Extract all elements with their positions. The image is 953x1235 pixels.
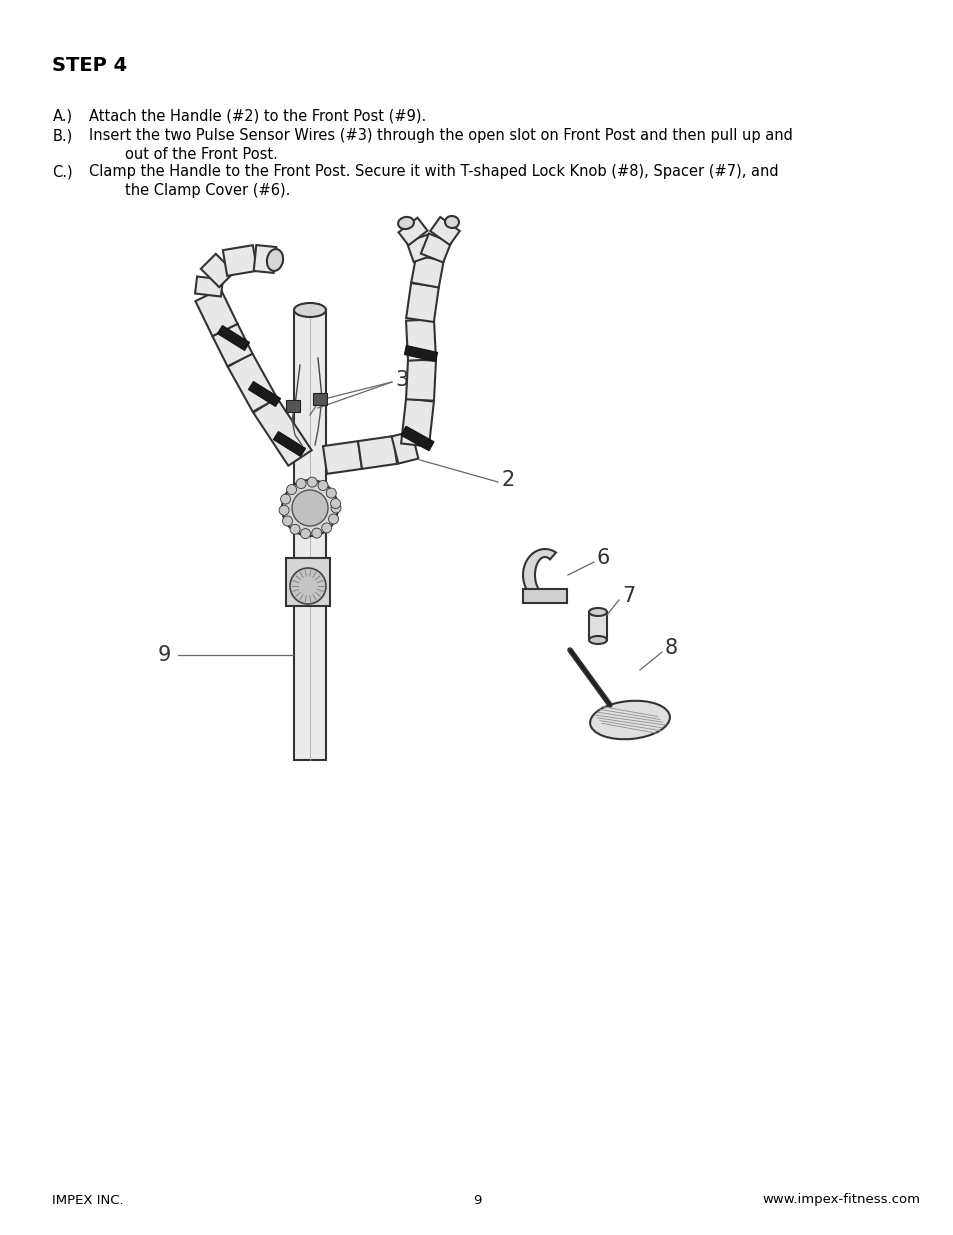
Circle shape <box>292 490 328 526</box>
Bar <box>286 400 299 412</box>
Text: Clamp the Handle to the Front Post. Secure it with T-shaped Lock Knob (#8), Spac: Clamp the Handle to the Front Post. Secu… <box>89 164 778 179</box>
Polygon shape <box>420 233 451 263</box>
Polygon shape <box>228 353 277 411</box>
Polygon shape <box>213 324 253 367</box>
Text: 6: 6 <box>597 548 610 568</box>
Polygon shape <box>400 399 434 447</box>
Text: the Clamp Cover (#6).: the Clamp Cover (#6). <box>125 183 290 198</box>
Polygon shape <box>406 283 438 322</box>
Text: 9: 9 <box>473 1193 480 1207</box>
Circle shape <box>300 529 310 538</box>
Text: 3: 3 <box>395 370 408 390</box>
Text: A.): A.) <box>52 109 72 124</box>
Text: Attach the Handle (#2) to the Front Post (#9).: Attach the Handle (#2) to the Front Post… <box>89 109 426 124</box>
FancyBboxPatch shape <box>286 558 330 606</box>
Text: B.): B.) <box>52 128 72 143</box>
Circle shape <box>286 484 296 494</box>
Polygon shape <box>391 431 418 463</box>
Polygon shape <box>253 245 276 273</box>
Text: Insert the two Pulse Sensor Wires (#3) through the open slot on Front Post and t: Insert the two Pulse Sensor Wires (#3) t… <box>89 128 792 143</box>
Polygon shape <box>253 398 312 466</box>
Circle shape <box>312 529 321 538</box>
Ellipse shape <box>588 636 606 643</box>
Ellipse shape <box>397 217 414 228</box>
Text: 9: 9 <box>158 645 172 664</box>
Polygon shape <box>217 326 250 351</box>
Polygon shape <box>400 426 434 451</box>
Circle shape <box>279 505 289 515</box>
Bar <box>522 589 566 603</box>
Polygon shape <box>406 359 436 400</box>
Circle shape <box>328 514 338 524</box>
Circle shape <box>331 499 340 509</box>
Circle shape <box>280 494 291 504</box>
Circle shape <box>282 480 337 536</box>
Circle shape <box>290 525 300 535</box>
Text: 7: 7 <box>621 585 635 606</box>
Text: 8: 8 <box>664 638 678 658</box>
Ellipse shape <box>444 216 458 228</box>
Circle shape <box>317 480 328 490</box>
Text: STEP 4: STEP 4 <box>52 56 128 74</box>
Polygon shape <box>195 289 237 336</box>
Polygon shape <box>248 382 280 406</box>
Circle shape <box>290 568 326 604</box>
Polygon shape <box>406 320 436 361</box>
Polygon shape <box>406 235 436 262</box>
Ellipse shape <box>590 700 669 740</box>
Polygon shape <box>323 441 361 474</box>
Ellipse shape <box>588 608 606 616</box>
Polygon shape <box>223 246 257 275</box>
Polygon shape <box>398 217 427 246</box>
Circle shape <box>295 479 306 489</box>
Text: 2: 2 <box>501 471 515 490</box>
Circle shape <box>282 516 293 526</box>
Text: out of the Front Post.: out of the Front Post. <box>125 147 277 162</box>
Polygon shape <box>194 277 223 296</box>
Polygon shape <box>522 550 556 601</box>
Polygon shape <box>274 431 305 457</box>
Ellipse shape <box>267 249 283 270</box>
Polygon shape <box>294 310 326 760</box>
Bar <box>588 613 606 640</box>
Text: IMPEX INC.: IMPEX INC. <box>52 1193 124 1207</box>
Polygon shape <box>200 254 233 288</box>
Circle shape <box>331 503 340 513</box>
Circle shape <box>326 488 336 498</box>
Ellipse shape <box>294 303 326 317</box>
Polygon shape <box>404 346 437 362</box>
Circle shape <box>321 522 332 534</box>
Polygon shape <box>411 256 443 288</box>
Text: www.impex-fitness.com: www.impex-fitness.com <box>761 1193 920 1207</box>
Polygon shape <box>357 436 396 469</box>
Circle shape <box>307 477 317 487</box>
Polygon shape <box>430 217 459 245</box>
Bar <box>313 393 327 405</box>
Text: C.): C.) <box>52 164 73 179</box>
